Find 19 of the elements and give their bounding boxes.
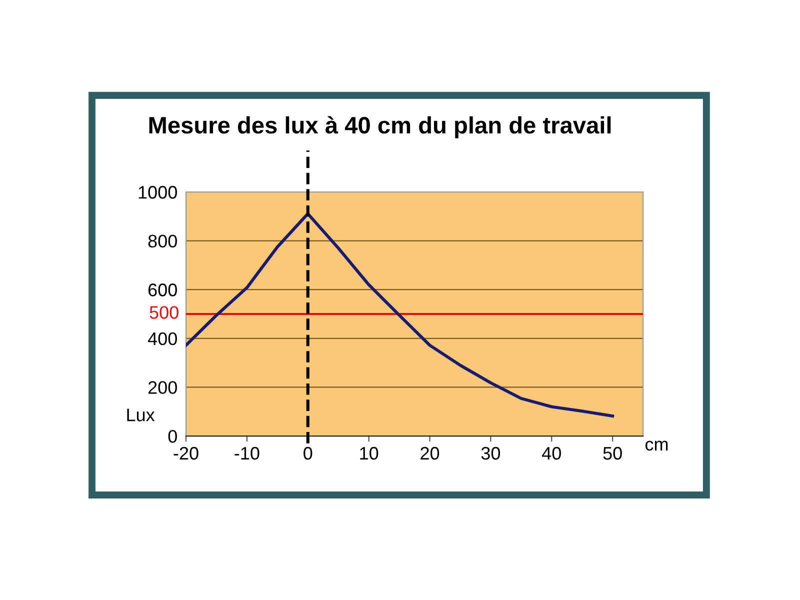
y-tick-label: 0 <box>168 430 177 443</box>
x-tick-label: 20 <box>420 446 440 460</box>
chart-title: Mesure des lux à 40 cm du plan de travail <box>149 116 611 138</box>
line-series <box>186 212 614 418</box>
y-axis-title: Lux <box>127 408 155 422</box>
x-tick-label: 40 <box>542 446 561 460</box>
ref-line-label: 500 <box>150 306 178 319</box>
y-tick-label: 400 <box>148 332 177 346</box>
y-tick-label: 600 <box>148 284 177 296</box>
x-tick-label: 30 <box>481 446 500 460</box>
y-tick-label: 200 <box>148 381 177 394</box>
x-tick-label: -10 <box>234 446 260 460</box>
x-tick-label: 0 <box>304 446 312 460</box>
x-tick-label: 50 <box>603 446 622 460</box>
x-tick-label: -20 <box>174 446 198 460</box>
x-tick-label: 10 <box>360 446 378 460</box>
y-tick-label: 800 <box>148 234 177 248</box>
y-tick-label: 1000 <box>138 186 177 199</box>
x-axis-title: cm <box>645 440 668 451</box>
